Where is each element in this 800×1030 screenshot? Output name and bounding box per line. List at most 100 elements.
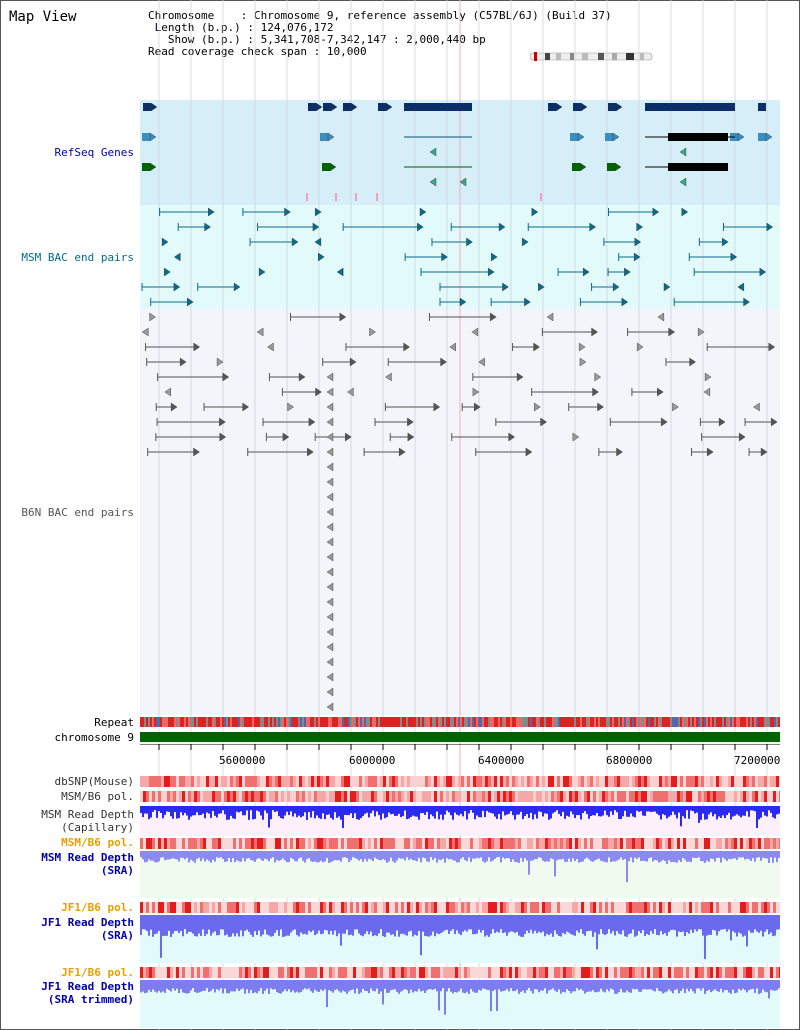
heat-cell [482, 838, 485, 849]
depth-bar [468, 915, 470, 930]
heat-cell [539, 967, 542, 978]
refseq-genes-track[interactable] [140, 100, 780, 205]
depth-bar [454, 806, 456, 813]
msm-bac-track[interactable] [140, 205, 780, 309]
bac-pair-arrow [770, 417, 778, 427]
repeat-cell [578, 717, 580, 727]
depth-bar [646, 915, 648, 934]
jf1-depth-trimmed-track[interactable] [140, 980, 780, 1028]
b6n-bac-track[interactable] [140, 309, 780, 715]
bac-end [173, 252, 181, 262]
heat-cell [725, 902, 728, 913]
repeat-cell [584, 717, 586, 727]
depth-bar [190, 806, 192, 817]
heat-cell [491, 967, 494, 978]
dbsnp-heat-track[interactable] [140, 776, 780, 787]
depth-bar [324, 915, 326, 930]
depth-bar [202, 806, 204, 814]
depth-bar [636, 915, 638, 936]
depth-bar [302, 806, 304, 817]
depth-bar [756, 915, 758, 932]
depth-bar [552, 980, 554, 989]
heat-cell [533, 791, 536, 802]
heat-cell [719, 838, 722, 849]
depth-bar [240, 806, 242, 812]
heat-cell [377, 838, 380, 849]
msm-depth-capillary-track[interactable] [140, 806, 780, 836]
depth-bar [194, 915, 196, 937]
depth-bar [400, 915, 402, 934]
bac-end-stack [326, 402, 334, 412]
repeat-track[interactable] [140, 717, 780, 727]
heat-cell [332, 967, 335, 978]
msm-depth-sra-track[interactable] [140, 851, 780, 898]
heat-cell [344, 838, 347, 849]
heat-cell [236, 776, 239, 787]
heat-cell [773, 776, 776, 787]
msm-b6-pol-track-2[interactable] [140, 838, 780, 849]
heat-cell [578, 902, 581, 913]
depth-bar [318, 980, 320, 992]
heat-cell [464, 776, 467, 787]
depth-bar [252, 851, 254, 861]
repeat-cell [574, 717, 576, 727]
heat-cell [632, 967, 635, 978]
heat-cell [212, 776, 215, 787]
repeat-cell [438, 717, 440, 727]
depth-bar [314, 806, 316, 819]
bac-end-stack [326, 582, 334, 592]
heat-cell [485, 791, 488, 802]
depth-bar [462, 915, 464, 932]
heat-cell [236, 902, 239, 913]
depth-bar [260, 980, 262, 989]
heat-cell [290, 902, 293, 913]
repeat-cell [428, 717, 430, 727]
depth-bar [450, 980, 452, 992]
depth-bar [582, 806, 584, 814]
gene-arrow [555, 102, 563, 112]
depth-bar [618, 806, 620, 819]
depth-bar [334, 851, 336, 861]
heat-cell [197, 967, 200, 978]
depth-bar [308, 980, 310, 989]
depth-bar [628, 980, 630, 993]
jf1-b6-pol-track-1[interactable] [140, 902, 780, 913]
chromosome-bar[interactable] [140, 732, 780, 742]
heat-cell [743, 791, 746, 802]
heat-cell [632, 776, 635, 787]
jf1-depth-sra-track[interactable] [140, 915, 780, 963]
depth-bar [416, 915, 418, 936]
heat-cell [527, 838, 530, 849]
repeat-cell [762, 717, 764, 727]
chromosome-ideogram[interactable] [530, 52, 654, 61]
depth-bar [756, 851, 758, 858]
repeat-cell [324, 717, 326, 727]
heat-cell [152, 902, 155, 913]
heat-cell [734, 791, 737, 802]
depth-bar [612, 915, 614, 932]
heat-cell [443, 967, 446, 978]
depth-bar [256, 980, 258, 994]
heat-cell [263, 776, 266, 787]
heat-cell [575, 776, 578, 787]
repeat-cell [196, 717, 198, 727]
jf1-b6-pol-track-2[interactable] [140, 967, 780, 978]
heat-cell [629, 838, 632, 849]
heat-cell [716, 967, 719, 978]
repeat-cell [532, 717, 534, 727]
heat-cell [638, 776, 641, 787]
heat-cell [734, 776, 737, 787]
depth-bar [544, 806, 546, 814]
depth-bar [294, 851, 296, 862]
heat-cell [185, 967, 188, 978]
bac-end [572, 432, 580, 442]
heat-cell [617, 902, 620, 913]
depth-bar [506, 806, 508, 815]
heat-cell [770, 791, 773, 802]
heat-cell [329, 838, 332, 849]
depth-bar [390, 915, 392, 936]
msm-b6-pol-track-1[interactable] [140, 791, 780, 802]
depth-bar [668, 806, 670, 817]
depth-bar [246, 980, 248, 990]
depth-bar [422, 851, 424, 858]
